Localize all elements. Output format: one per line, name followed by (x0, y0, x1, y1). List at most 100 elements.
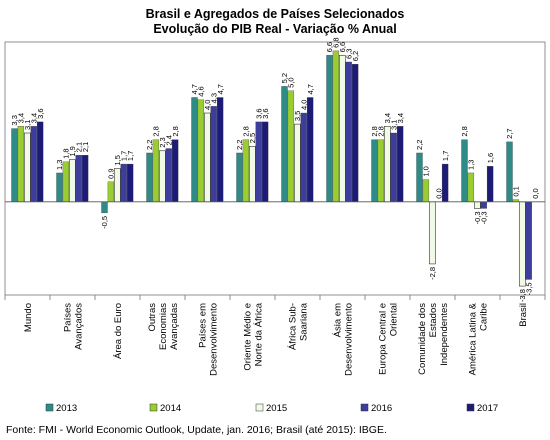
value-label: 2,1 (74, 142, 83, 152)
value-label: 3,4 (17, 113, 26, 123)
bar (69, 159, 76, 203)
bar (518, 201, 526, 287)
value-label: 1,7 (126, 151, 135, 161)
value-label: 1,3 (467, 160, 476, 170)
category-label: Mundo (23, 303, 34, 332)
value-label: 2,5 (248, 133, 257, 143)
category-label: África Sub- (288, 303, 299, 350)
bar (210, 106, 217, 202)
category-label: Estados (428, 303, 439, 338)
bar (480, 201, 487, 209)
value-label: 1,6 (486, 153, 495, 163)
category-label: América Latina & (468, 302, 479, 375)
value-label: 4,7 (306, 84, 315, 94)
category-label: Desenvolvimento (209, 303, 220, 376)
bar (422, 179, 430, 202)
bar (473, 201, 481, 209)
category-label: Área do Euro (113, 303, 124, 359)
bar (146, 152, 153, 202)
bar (152, 139, 160, 202)
value-label: 6,2 (351, 51, 360, 61)
value-label: 1,7 (441, 151, 450, 161)
bar (377, 139, 385, 202)
bar (23, 132, 31, 203)
value-label: 1,0 (422, 166, 431, 176)
category-label: Avançadas (169, 303, 180, 350)
bar (101, 201, 108, 214)
bar (30, 126, 37, 202)
value-label: 0,1 (512, 186, 521, 196)
bar (81, 155, 89, 202)
bar (126, 163, 134, 202)
category-label: Desenvolvimento (344, 303, 355, 376)
bar (17, 126, 25, 202)
value-label: 2,8 (460, 126, 469, 136)
bar (441, 163, 449, 202)
value-label: -0,3 (479, 211, 488, 224)
value-label: 2,7 (505, 128, 514, 138)
value-label: 6,8 (332, 37, 341, 47)
bar (371, 139, 378, 202)
value-label: 3,4 (396, 113, 405, 123)
bar (383, 126, 391, 203)
value-label: 4,7 (216, 84, 225, 94)
value-label: -3,5 (524, 282, 533, 295)
value-label: 2,3 (158, 137, 167, 147)
bar (56, 172, 63, 202)
bar (326, 55, 333, 202)
bar (287, 90, 295, 202)
value-label: 4,6 (197, 86, 206, 96)
legend-label: 2013 (56, 403, 77, 414)
bar (338, 55, 346, 203)
category-label: Comunidade dos (417, 303, 428, 375)
value-label: 2,4 (164, 135, 173, 145)
bar (11, 128, 18, 202)
bar (204, 112, 211, 203)
value-label: 3,6 (254, 108, 263, 118)
value-label: 3,5 (293, 111, 302, 121)
bar (396, 126, 404, 202)
category-label: Países em (198, 303, 209, 348)
bar (114, 168, 121, 203)
value-label: 1,7 (119, 151, 128, 161)
value-label: 2,1 (81, 142, 90, 152)
category-label: Países (63, 303, 74, 332)
category-label: Europa Central e (378, 303, 389, 375)
value-label: 1,8 (62, 148, 71, 158)
bar (236, 152, 243, 202)
bar (300, 112, 307, 202)
category-label: Brasil (518, 303, 529, 327)
value-label: 3,4 (29, 113, 38, 123)
bar (345, 61, 352, 202)
value-label: 2,8 (242, 126, 251, 136)
legend-label: 2016 (371, 403, 392, 414)
value-label: 3,1 (23, 120, 32, 130)
bar (191, 97, 198, 202)
legend-label: 2015 (266, 403, 287, 414)
value-label: 4,0 (299, 100, 308, 110)
value-label: 2,8 (370, 126, 379, 136)
bar (249, 146, 256, 203)
bar (36, 121, 44, 202)
value-label: 5,0 (287, 77, 296, 87)
bar (120, 163, 127, 202)
chart-title: Brasil e Agregados de Países Selecionado… (145, 7, 405, 21)
value-label: 2,2 (415, 140, 424, 150)
category-label: Caribe (479, 303, 490, 331)
bar (306, 97, 314, 202)
bar (293, 123, 301, 203)
bar (428, 201, 436, 265)
value-label: -0,5 (100, 216, 109, 229)
bar (390, 132, 397, 202)
value-label: 2,2 (145, 140, 154, 150)
value-label: -2,8 (428, 267, 437, 280)
value-label: 1,9 (68, 146, 77, 156)
bar (107, 181, 115, 202)
legend-label: 2017 (477, 403, 498, 414)
value-label: -0,3 (473, 211, 482, 224)
value-label: 6,6 (325, 42, 334, 52)
value-label: 4,0 (203, 100, 212, 110)
value-label: 0,0 (434, 188, 443, 198)
bar (165, 148, 172, 202)
bar (255, 121, 262, 202)
